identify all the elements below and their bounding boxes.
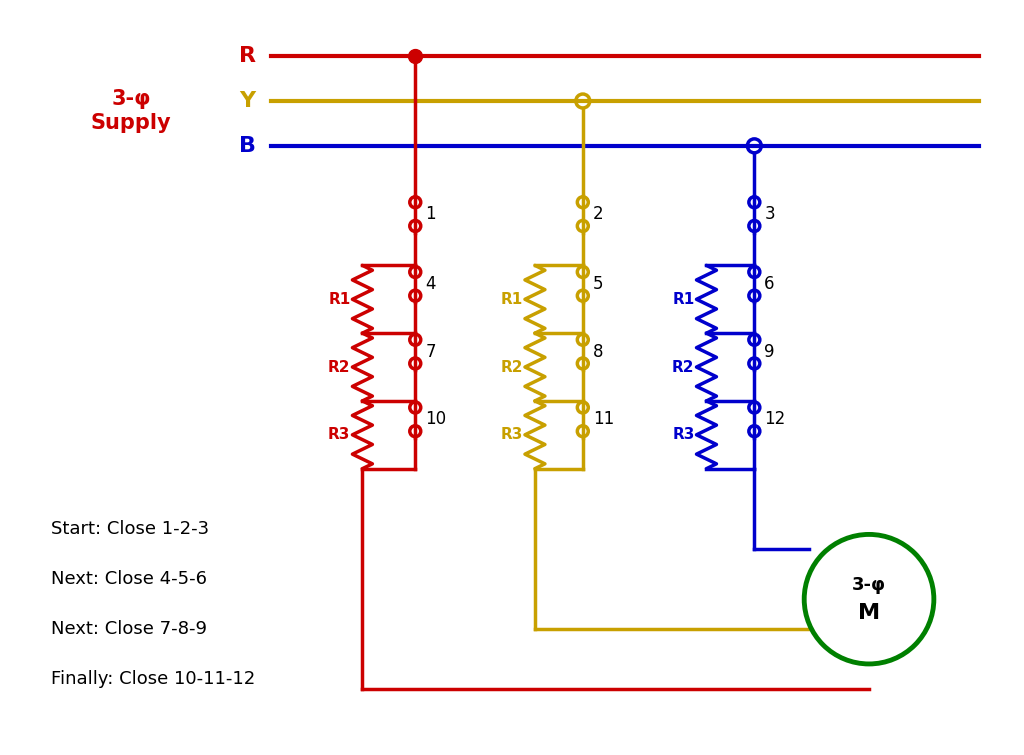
Text: Next: Close 4-5-6: Next: Close 4-5-6 xyxy=(51,570,207,588)
Text: Start: Close 1-2-3: Start: Close 1-2-3 xyxy=(51,520,209,538)
Text: 2: 2 xyxy=(593,205,603,223)
Text: B: B xyxy=(239,136,256,156)
Text: R2: R2 xyxy=(672,359,694,374)
Text: M: M xyxy=(858,603,880,623)
Text: 12: 12 xyxy=(764,411,785,428)
Text: R3: R3 xyxy=(328,427,350,442)
Text: R3: R3 xyxy=(672,427,694,442)
Text: Finally: Close 10-11-12: Finally: Close 10-11-12 xyxy=(51,670,256,688)
Text: R1: R1 xyxy=(328,291,350,307)
Text: 3-φ
Supply: 3-φ Supply xyxy=(91,88,171,134)
Text: 3: 3 xyxy=(764,205,775,223)
Text: 9: 9 xyxy=(764,343,775,361)
Text: 6: 6 xyxy=(764,275,775,293)
Text: 1: 1 xyxy=(425,205,436,223)
Text: 3-φ: 3-φ xyxy=(852,576,886,594)
Text: 11: 11 xyxy=(593,411,614,428)
Text: R2: R2 xyxy=(328,359,350,374)
Text: R1: R1 xyxy=(501,291,523,307)
Text: R2: R2 xyxy=(501,359,523,374)
Text: R: R xyxy=(239,46,256,66)
Text: 8: 8 xyxy=(593,343,603,361)
Text: 4: 4 xyxy=(425,275,436,293)
Text: 5: 5 xyxy=(593,275,603,293)
Text: Y: Y xyxy=(240,91,256,111)
Text: Next: Close 7-8-9: Next: Close 7-8-9 xyxy=(51,620,207,638)
Text: 7: 7 xyxy=(425,343,436,361)
Text: R1: R1 xyxy=(672,291,694,307)
Text: R3: R3 xyxy=(501,427,523,442)
Text: 10: 10 xyxy=(425,411,446,428)
